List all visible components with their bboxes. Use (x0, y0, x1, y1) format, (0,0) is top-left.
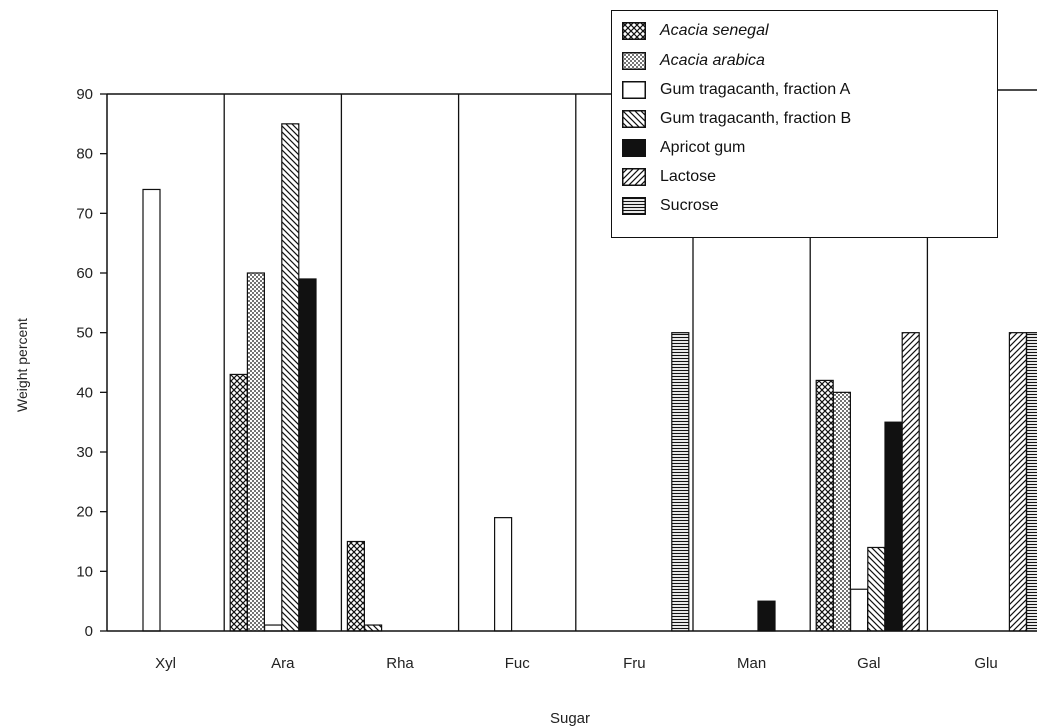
y-tick-label: 80 (76, 146, 93, 163)
bar-gal-apricot-gum (884, 421, 903, 632)
y-tick-label: 90 (76, 86, 93, 103)
y-tick-label: 10 (76, 563, 93, 580)
y-tick-label: 50 (76, 325, 93, 342)
y-tick-label: 20 (76, 504, 93, 521)
bar-fuc-gum-tragacanth-fraction-a (494, 517, 513, 632)
y-tick-label: 30 (76, 444, 93, 461)
bar-xyl-gum-tragacanth-fraction-a (142, 188, 161, 632)
y-ticks: 0 10 20 30 40 50 60 70 80 90 (76, 86, 107, 640)
legend-item-acacia-arabica: Acacia arabica (622, 49, 765, 73)
bar-glu-sucrose (1025, 332, 1037, 632)
bar-rha-gum-tragacanth-fraction-b (364, 624, 383, 632)
x-axis-label: Sugar (550, 710, 590, 727)
x-tick-labels: Xyl Ara Rha Fuc Fru Man Gal Glu (155, 655, 997, 672)
bar-ara-acacia-arabica (246, 272, 265, 632)
bar-glu-lactose (1008, 332, 1028, 632)
legend-item-apricot-gum: Apricot gum (622, 136, 745, 160)
bar-gal-acacia-arabica (832, 391, 852, 632)
y-tick-label: 0 (85, 623, 93, 640)
x-tick-label: Fuc (505, 655, 531, 672)
legend-item-sucrose: Sucrose (622, 194, 719, 218)
bars (142, 123, 1037, 632)
x-tick-label: Fru (623, 655, 646, 672)
legend: Acacia senegal Acacia arabica Gum tragac… (611, 10, 998, 238)
category-separators (223, 94, 929, 631)
legend-item-lactose: Lactose (622, 165, 716, 189)
x-tick-label: Man (737, 655, 766, 672)
legend-swatch-lactose (622, 168, 646, 186)
x-tick-label: Rha (386, 655, 414, 672)
legend-swatch-acacia-arabica (622, 52, 646, 70)
legend-label: Acacia senegal (660, 22, 769, 39)
y-tick-label: 40 (76, 384, 93, 401)
legend-swatch-gum-tragacanth-a (622, 81, 646, 99)
y-tick-label: 60 (76, 265, 93, 282)
y-axis-label: Weight percent (14, 318, 30, 412)
bar-ara-gum-tragacanth-fraction-b (281, 123, 300, 632)
bar-gal-acacia-senegal (815, 379, 834, 632)
bar-rha-acacia-senegal (346, 540, 365, 632)
legend-swatch-apricot-gum (622, 139, 646, 157)
bar-man-apricot-gum (757, 600, 776, 632)
axes (106, 89, 1037, 632)
bar-ara-acacia-senegal (229, 373, 248, 632)
legend-swatch-sucrose (622, 197, 646, 215)
legend-label: Apricot gum (660, 139, 746, 156)
bar-gal-lactose (901, 332, 920, 632)
legend-label: Lactose (660, 168, 717, 185)
legend-label: Gum tragacanth, fraction B (660, 110, 852, 127)
x-tick-label: Gal (857, 655, 880, 672)
x-tick-label: Ara (271, 655, 295, 672)
legend-label: Acacia arabica (660, 52, 765, 69)
bar-ara-gum-tragacanth-fraction-a (264, 624, 283, 632)
legend-label: Sucrose (660, 197, 719, 214)
bar-ara-apricot-gum (298, 278, 317, 632)
bar-fru-sucrose (671, 332, 690, 632)
legend-label: Gum tragacanth, fraction A (660, 81, 851, 98)
legend-swatch-gum-tragacanth-b (622, 110, 646, 128)
bar-gal-gum-tragacanth-fraction-a (849, 588, 869, 632)
legend-item-gum-tragacanth-b: Gum tragacanth, fraction B (622, 107, 851, 131)
legend-item-acacia-senegal: Acacia senegal (622, 19, 769, 43)
legend-item-gum-tragacanth-a: Gum tragacanth, fraction A (622, 78, 850, 102)
y-tick-label: 70 (76, 205, 93, 222)
bar-gal-gum-tragacanth-fraction-b (867, 546, 886, 632)
x-tick-label: Xyl (155, 655, 176, 672)
x-tick-label: Glu (974, 655, 997, 672)
legend-swatch-acacia-senegal (622, 22, 646, 40)
